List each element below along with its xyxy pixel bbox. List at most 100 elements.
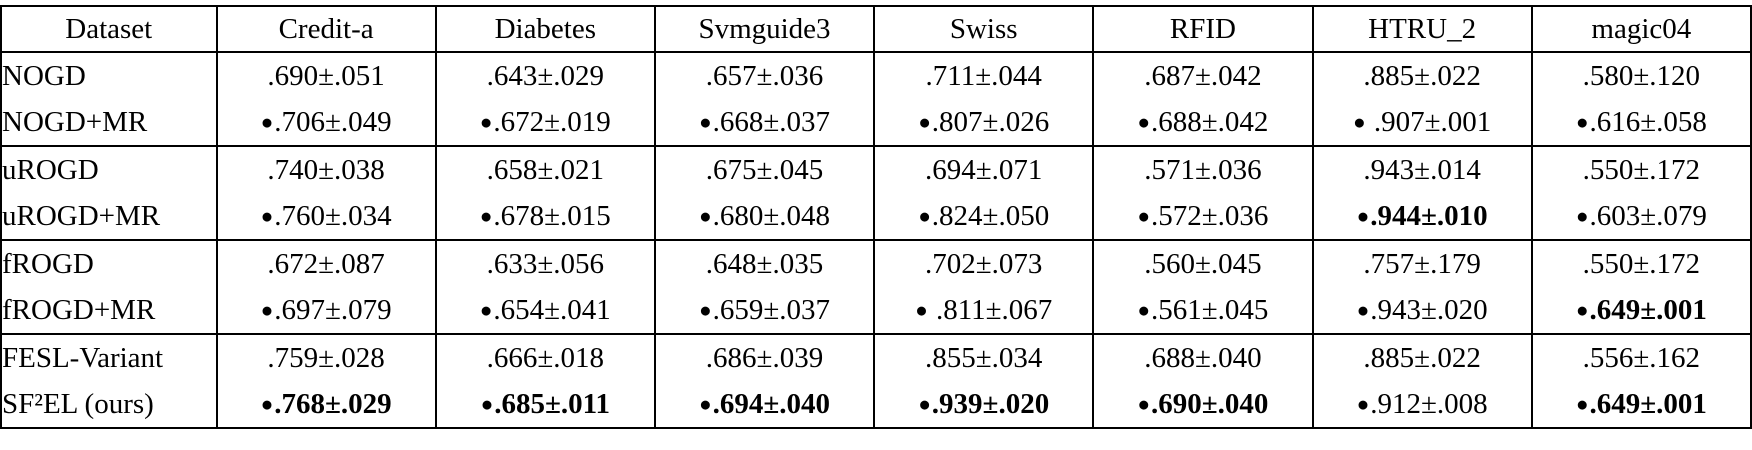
header-row: Dataset Credit-a Diabetes Svmguide3 Swiss RFI… bbox=[1, 6, 1751, 53]
result-cell: .943±.014 bbox=[1311, 145, 1532, 193]
bullet-icon: ● bbox=[479, 109, 493, 134]
result-cell: ●.672±.019 bbox=[434, 99, 655, 146]
cell-value: .571±.036 bbox=[1144, 153, 1262, 186]
cell-value: .824±.050 bbox=[931, 199, 1050, 232]
result-cell: ●.654±.041 bbox=[434, 287, 655, 334]
cell-value: .648±.035 bbox=[705, 247, 824, 280]
cell-value: .688±.042 bbox=[1151, 105, 1269, 138]
row-label: NOGD+MR bbox=[2, 105, 148, 138]
bullet-icon: ● bbox=[698, 203, 712, 228]
cell-value: .580±.120 bbox=[1582, 59, 1701, 92]
cell-value: .603±.079 bbox=[1589, 199, 1707, 232]
bullet-icon: ● bbox=[1575, 297, 1589, 322]
cell-value: .944±.010 bbox=[1370, 199, 1488, 232]
result-cell: .550±.172 bbox=[1530, 145, 1751, 193]
cell-value: .690±.040 bbox=[1151, 387, 1269, 420]
result-cell: .885±.022 bbox=[1311, 51, 1532, 99]
bullet-icon: ● bbox=[1137, 391, 1150, 416]
row-label: uROGD bbox=[1, 145, 217, 193]
bullet-icon: ● bbox=[1356, 297, 1370, 322]
bullet-icon: ● bbox=[479, 297, 493, 322]
cell-value: .657±.036 bbox=[705, 59, 824, 92]
result-cell: .556±.162 bbox=[1530, 333, 1751, 381]
result-cell: ●.944±.010 bbox=[1311, 193, 1532, 240]
bullet-icon: ● bbox=[698, 297, 712, 322]
cell-value: .633±.056 bbox=[486, 247, 605, 280]
result-cell: ●.760±.034 bbox=[215, 193, 436, 240]
cell-value: .616±.058 bbox=[1589, 105, 1707, 138]
cell-value: .550±.172 bbox=[1582, 247, 1701, 280]
bullet-icon: ● bbox=[1356, 203, 1370, 228]
result-cell: ●.768±.029 bbox=[215, 381, 436, 428]
cell-value: .690±.051 bbox=[267, 59, 385, 92]
bullet-icon: ● bbox=[698, 391, 712, 416]
cell-value: .560±.045 bbox=[1144, 247, 1262, 280]
result-cell: ●.572±.036 bbox=[1092, 193, 1313, 240]
row-label: SF²EL (ours) bbox=[2, 387, 154, 420]
cell-value: .943±.014 bbox=[1363, 153, 1481, 186]
result-cell: ●.678±.015 bbox=[434, 193, 655, 240]
cell-value: .694±.071 bbox=[925, 153, 1043, 186]
result-cell: .675±.045 bbox=[653, 145, 875, 193]
bullet-icon: ● bbox=[479, 203, 493, 228]
cell-value: .757±.179 bbox=[1363, 247, 1481, 280]
result-cell: ●.690±.040 bbox=[1092, 381, 1313, 428]
result-cell: ●.649±.001 bbox=[1530, 287, 1751, 334]
column-header: RFID bbox=[1092, 6, 1313, 53]
cell-value: .550±.172 bbox=[1582, 153, 1701, 186]
cell-value: .688±.040 bbox=[1144, 341, 1262, 374]
result-cell: ●.685±.011 bbox=[434, 381, 655, 428]
cell-value: .759±.028 bbox=[267, 341, 385, 374]
result-cell: ● .907±.001 bbox=[1311, 99, 1532, 146]
cell-value: .885±.022 bbox=[1363, 59, 1481, 92]
result-cell: .855±.034 bbox=[873, 333, 1094, 381]
result-cell: .686±.039 bbox=[653, 333, 875, 381]
row-label: NOGD bbox=[1, 51, 217, 99]
result-cell: ●.688±.042 bbox=[1092, 99, 1313, 146]
cell-value: .811±.067 bbox=[928, 293, 1053, 326]
result-cell: .633±.056 bbox=[434, 239, 655, 287]
result-cell: ●.912±.008 bbox=[1311, 381, 1532, 428]
bullet-icon: ● bbox=[260, 297, 274, 322]
table-row: uROGD .740±.038 .658±.021 .675±.045 .694±.07… bbox=[1, 145, 1751, 193]
bullet-icon: ● bbox=[915, 297, 928, 322]
results-table-container: Dataset Credit-a Diabetes Svmguide3 Swiss RFI… bbox=[0, 5, 1752, 429]
bullet-icon: ● bbox=[1575, 109, 1589, 134]
result-cell: .687±.042 bbox=[1092, 51, 1313, 99]
result-cell: ●.561±.045 bbox=[1092, 287, 1313, 334]
table-body: NOGD .690±.051 .643±.029 .657±.036 .711±.044… bbox=[1, 51, 1751, 428]
cell-value: .649±.001 bbox=[1589, 387, 1707, 420]
cell-value: .668±.037 bbox=[712, 105, 831, 138]
bullet-icon: ● bbox=[1575, 391, 1589, 416]
result-cell: ● .811±.067 bbox=[873, 287, 1094, 334]
cell-value: .697±.079 bbox=[274, 293, 392, 326]
column-header: Credit-a bbox=[215, 6, 436, 53]
result-cell: .690±.051 bbox=[215, 51, 436, 99]
cell-value: .561±.045 bbox=[1151, 293, 1269, 326]
bullet-icon: ● bbox=[260, 391, 274, 416]
cell-value: .907±.001 bbox=[1366, 105, 1492, 138]
cell-value: .686±.039 bbox=[705, 341, 824, 374]
table-row: fROGD+MR ●.697±.079 ●.654±.041 ●.659±.037 ● … bbox=[1, 287, 1751, 334]
bullet-icon: ● bbox=[1137, 203, 1150, 228]
result-cell: .571±.036 bbox=[1092, 145, 1313, 193]
cell-value: .556±.162 bbox=[1582, 341, 1701, 374]
result-cell: ●.694±.040 bbox=[653, 381, 875, 428]
result-cell: ●.616±.058 bbox=[1530, 99, 1751, 146]
bullet-icon: ● bbox=[698, 109, 712, 134]
result-cell: .657±.036 bbox=[653, 51, 875, 99]
cell-value: .855±.034 bbox=[925, 341, 1043, 374]
row-label: uROGD+MR bbox=[2, 199, 161, 232]
result-cell: .711±.044 bbox=[873, 51, 1094, 99]
column-header: magic04 bbox=[1530, 6, 1751, 53]
column-header: Swiss bbox=[873, 6, 1094, 53]
column-header: Dataset bbox=[1, 6, 217, 53]
cell-value: .885±.022 bbox=[1363, 341, 1481, 374]
cell-value: .672±.019 bbox=[493, 105, 611, 138]
row-label: FESL-Variant bbox=[1, 333, 217, 381]
table-row: NOGD .690±.051 .643±.029 .657±.036 .711±.044… bbox=[1, 51, 1751, 99]
result-cell: .550±.172 bbox=[1530, 239, 1751, 287]
table-row: FESL-Variant .759±.028 .666±.018 .686±.039.… bbox=[1, 333, 1751, 381]
result-cell: ●.668±.037 bbox=[653, 99, 875, 146]
table-header: Dataset Credit-a Diabetes Svmguide3 Swiss RFI… bbox=[1, 6, 1751, 53]
